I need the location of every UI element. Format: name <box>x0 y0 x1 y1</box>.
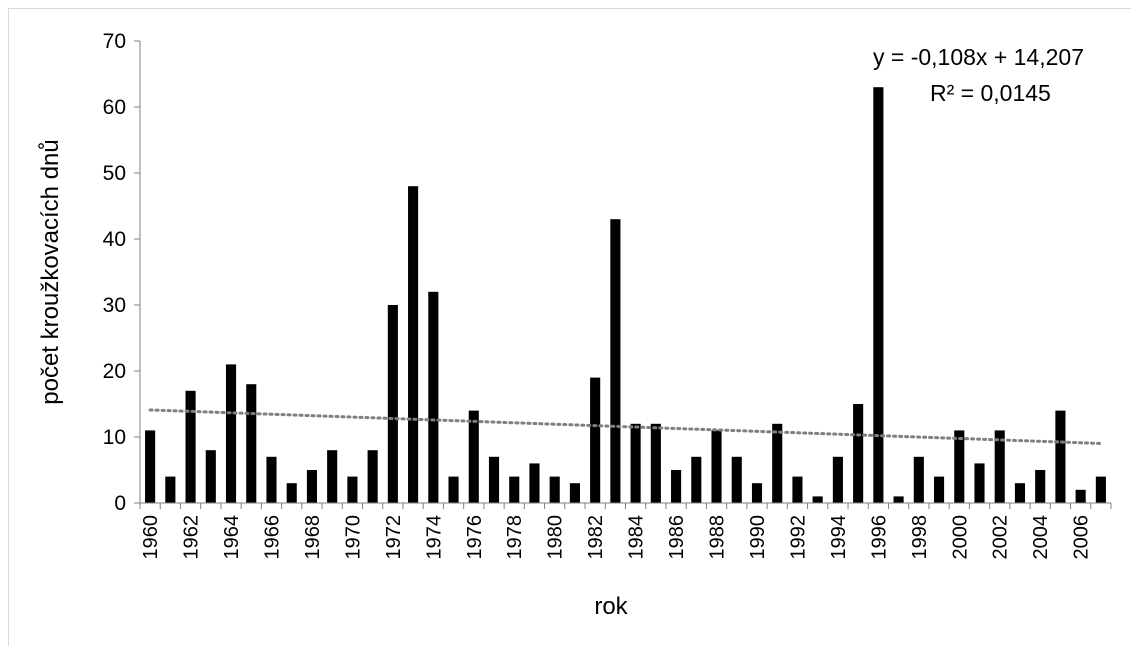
bar-1977 <box>488 456 500 503</box>
y-axis-label: počet kroužkovacích dnů <box>37 139 64 405</box>
x-tick-label: 1998 <box>909 515 931 560</box>
x-tick-label: 1966 <box>261 515 283 560</box>
bar-1984 <box>630 423 641 503</box>
trendline <box>148 408 1103 445</box>
y-tick-label: 30 <box>103 294 126 317</box>
bar-2000 <box>954 430 965 503</box>
bar-1983 <box>610 219 621 503</box>
x-tick-label: 1968 <box>302 515 324 560</box>
bar-1987 <box>691 456 702 503</box>
bar-1968 <box>306 470 317 503</box>
bar-2001 <box>974 463 985 503</box>
x-tick-label: 1990 <box>747 515 769 560</box>
x-tick-label: 2006 <box>1071 515 1093 560</box>
y-tick-label: 10 <box>103 426 126 449</box>
bar-1979 <box>529 463 540 503</box>
bar-1973 <box>408 186 419 503</box>
x-axis-ticks: 1960 1962 1964 1966 1968 1970 1972 1974 1976 1978… <box>139 503 1112 560</box>
x-tick-label: 2002 <box>990 515 1012 560</box>
y-tick-label: 50 <box>103 162 126 185</box>
bar-1982 <box>590 377 601 503</box>
x-tick-label: 1988 <box>707 515 729 560</box>
y-tick-label: 70 <box>103 30 126 53</box>
x-tick-label: 1962 <box>181 515 203 560</box>
bar-1996 <box>873 87 884 503</box>
y-axis-ticks: 0 10 20 30 40 50 60 70 <box>103 30 140 515</box>
x-tick-label: 1982 <box>585 515 607 560</box>
bar-1991 <box>772 423 783 503</box>
x-tick-label: 1994 <box>828 515 850 560</box>
bar-1962 <box>185 390 196 503</box>
bar-2002 <box>994 430 1005 503</box>
bar-1963 <box>205 450 216 503</box>
bar-1981 <box>569 483 580 503</box>
bar-1993 <box>812 496 823 503</box>
x-tick-label: 1974 <box>423 515 445 560</box>
bar-1960 <box>145 430 156 503</box>
y-tick-label: 40 <box>103 228 126 251</box>
bars <box>145 87 1106 503</box>
x-tick-label: 1992 <box>787 515 809 560</box>
bar-2007 <box>1095 476 1106 503</box>
bar-1988 <box>711 430 722 503</box>
bar-1980 <box>549 476 560 503</box>
bar-2006 <box>1075 489 1086 503</box>
bar-1976 <box>468 410 479 503</box>
bar-1995 <box>853 404 864 503</box>
bar-1967 <box>286 483 297 503</box>
bar-2004 <box>1035 470 1046 503</box>
bar-1970 <box>347 476 358 503</box>
x-axis-label: rok <box>594 593 628 620</box>
x-tick-label: 1976 <box>464 515 486 560</box>
y-tick-label: 0 <box>114 492 126 515</box>
bar-1969 <box>327 450 338 503</box>
trendline-equation: y = -0,108x + 14,207 <box>873 44 1084 70</box>
x-tick-label: 1970 <box>342 515 364 560</box>
y-tick-label: 20 <box>103 360 126 383</box>
bar-1986 <box>671 470 682 503</box>
chart-frame <box>8 8 1131 646</box>
bar-1990 <box>751 483 763 503</box>
x-tick-label: 1978 <box>504 515 526 560</box>
bar-2005 <box>1055 410 1066 503</box>
bar-1992 <box>792 476 803 503</box>
x-tick-label: 1996 <box>868 515 890 560</box>
bar-2003 <box>1014 483 1026 503</box>
bar-1961 <box>165 476 176 503</box>
bar-1975 <box>448 476 459 503</box>
x-tick-label: 2000 <box>949 515 971 560</box>
bar-1997 <box>893 496 904 503</box>
bar-1965 <box>246 384 257 503</box>
bar-1972 <box>387 305 398 503</box>
x-tick-label: 1986 <box>666 515 688 560</box>
bar-1974 <box>428 291 439 503</box>
bar-1999 <box>933 476 945 503</box>
bar-1985 <box>650 423 661 503</box>
trendline-r-squared: R² = 0,0145 <box>930 80 1051 106</box>
x-tick-label: 1984 <box>626 515 648 560</box>
x-tick-label: 2004 <box>1030 515 1052 560</box>
x-tick-label: 1972 <box>383 515 405 560</box>
x-tick-label: 1980 <box>545 515 567 560</box>
x-tick-label: 1960 <box>140 515 162 560</box>
bar-1998 <box>913 456 924 503</box>
y-tick-label: 60 <box>103 96 126 119</box>
x-tick-label: 1964 <box>221 515 243 560</box>
bar-1978 <box>509 476 520 503</box>
bar-1971 <box>367 450 378 503</box>
bar-1989 <box>731 456 742 503</box>
bar-1994 <box>832 456 843 503</box>
bar-1964 <box>225 364 237 503</box>
bar-1966 <box>266 456 277 503</box>
